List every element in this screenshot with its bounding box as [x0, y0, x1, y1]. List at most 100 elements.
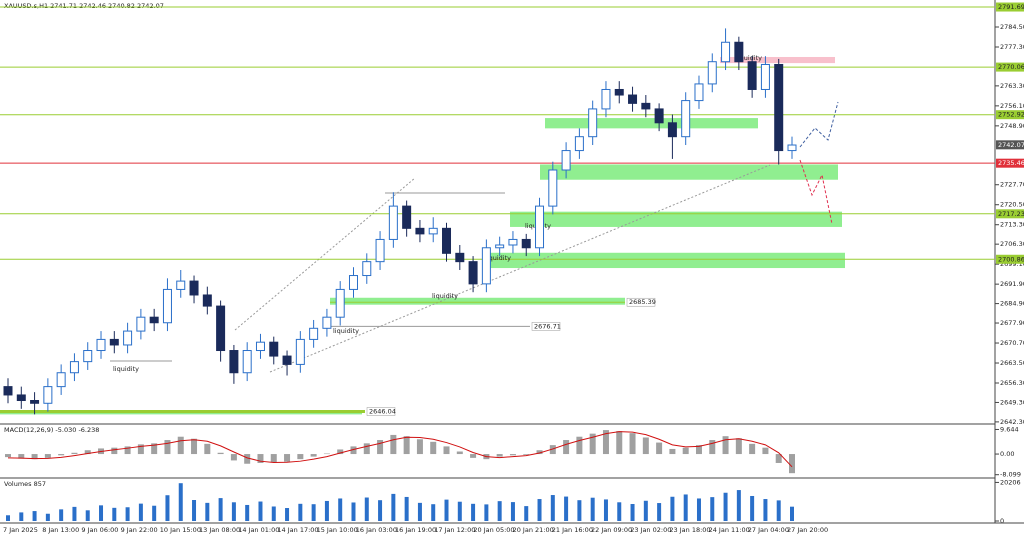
x-tick-label: 23 Jan 02:00 [630, 526, 671, 534]
candle-body [83, 350, 93, 363]
volume-bar [750, 495, 755, 521]
price-label-box [531, 322, 561, 331]
macd-bar [31, 454, 38, 460]
price-label: 2646.04 [369, 408, 396, 416]
candle-body [109, 338, 119, 346]
candle-body [282, 355, 292, 365]
macd-bar [722, 436, 729, 455]
macd-bar [549, 445, 556, 455]
candle-body [123, 330, 133, 346]
volume-bar [32, 511, 37, 521]
x-tick-label: 9 Jan 06:00 [81, 526, 118, 534]
annotation: liquidity [485, 254, 511, 262]
volume-bar [231, 502, 236, 521]
level-label: 2752.92 [998, 111, 1024, 119]
candle-body [734, 41, 744, 63]
y-tick-label: -8.099 [1000, 471, 1021, 479]
macd-bar [642, 437, 649, 455]
macd-bar [669, 448, 676, 455]
candle-body [601, 88, 611, 110]
x-tick-label: 20 Jan 21:00 [513, 526, 554, 534]
price-label-box [626, 297, 656, 307]
macd-bar [576, 436, 583, 455]
volume-bar [271, 506, 276, 521]
level-label-box [996, 209, 1024, 219]
volume-bar [790, 506, 794, 521]
macd-bar [430, 441, 437, 455]
volume-bar [192, 500, 197, 521]
y-tick-label: 0 [1000, 517, 1004, 525]
annotation: liquidity [113, 365, 139, 373]
candle-body [548, 169, 558, 207]
candle-body [255, 341, 265, 352]
macd-bar [416, 439, 423, 455]
volume-bar [537, 499, 542, 521]
chart-title: XAUUSD.s,H1 2741.71 2742.46 2740.82 2742… [4, 2, 164, 10]
macd-bar [390, 434, 397, 455]
volume-bar [670, 496, 675, 521]
candle-body [96, 338, 106, 352]
y-tick-label: 20206 [1000, 478, 1021, 486]
macd-bar [244, 454, 251, 464]
volume-bar [630, 504, 635, 521]
y-tick-label: 0.00 [1000, 450, 1014, 458]
candle-body [681, 100, 691, 138]
volume-bar [125, 507, 130, 521]
current-price-label: 2742.07 [998, 141, 1024, 149]
volume-bar [497, 501, 502, 521]
volume-bar [643, 500, 648, 521]
macd-bar [111, 447, 118, 455]
candle-body [176, 280, 186, 290]
candle-body [136, 316, 146, 332]
y-tick-label: 9.644 [1000, 425, 1019, 433]
x-tick-label: 13 Jan 08:00 [199, 526, 240, 534]
volume-bar [218, 498, 223, 521]
volume-bar [431, 504, 436, 521]
signal-line [7, 431, 793, 468]
candle-body [721, 41, 731, 63]
macd-bar [536, 450, 543, 455]
level-label-box [996, 62, 1024, 72]
candle-body [521, 238, 531, 249]
level-label-box [996, 158, 1024, 168]
macd-bar [523, 454, 530, 455]
volume-bar [457, 501, 462, 521]
candle-body [56, 372, 66, 388]
x-tick-label: 17 Jan 12:00 [434, 526, 475, 534]
y-tick-label: 2656.30 [1000, 379, 1024, 387]
volume-bar [776, 500, 781, 521]
level-label-box [996, 110, 1024, 120]
level-label: 2770.06 [998, 63, 1024, 71]
macd-bar [443, 446, 450, 455]
candle-body [189, 280, 199, 296]
macd-bar [682, 447, 689, 455]
level-label: 2735.46 [998, 159, 1024, 167]
zone [510, 211, 842, 227]
candle-body [3, 386, 13, 396]
volume-bar [603, 499, 608, 521]
x-tick-label: 21 Jan 16:00 [552, 526, 593, 534]
volume-bar [510, 502, 515, 521]
volume-bar [484, 504, 489, 521]
macd-bar [257, 454, 264, 463]
candle-body [229, 350, 239, 374]
volume-bar [298, 503, 303, 521]
volume-bar [710, 497, 715, 521]
volume-bar [471, 503, 476, 521]
volume-bar [112, 507, 117, 521]
volume-bar [564, 496, 569, 521]
macd-bar [377, 440, 384, 455]
trend-line [234, 177, 416, 331]
macd-bar [363, 443, 370, 455]
y-tick-label: 2713.30 [1000, 221, 1024, 229]
volume-bar [683, 494, 688, 521]
volume-bar [590, 497, 595, 521]
candle-body [694, 83, 704, 102]
y-tick-label: 2691.90 [1000, 280, 1024, 288]
macd-bar [509, 454, 516, 456]
macd-bar [749, 443, 756, 455]
volume-bar [391, 493, 396, 521]
y-tick-label: 2727.70 [1000, 181, 1024, 189]
macd-bar [775, 454, 782, 463]
level-label: 2791.69 [998, 3, 1024, 11]
